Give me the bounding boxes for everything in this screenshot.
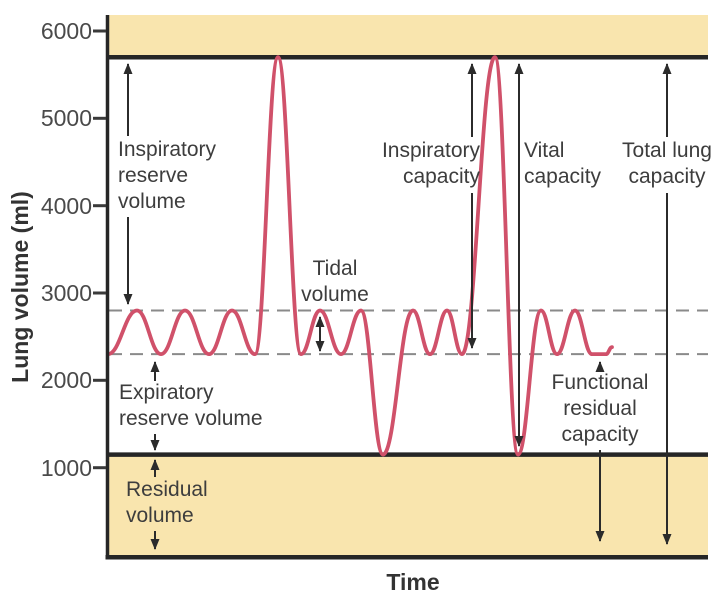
rv-label: Residual volume	[126, 478, 208, 527]
y-tick-label-4000: 4000	[40, 193, 92, 219]
arrow-layer	[123, 63, 672, 550]
y-axis-title: Lung volume (ml)	[7, 191, 33, 383]
vc-label: Vital capacity	[524, 139, 602, 188]
plot-area	[106, 15, 708, 555]
y-tick-label-3000: 3000	[40, 280, 92, 306]
tidal-label: Tidal volume	[301, 257, 369, 306]
y-tick-label-6000: 6000	[40, 18, 92, 44]
y-tick-label-5000: 5000	[40, 105, 92, 131]
shaded-band	[108, 454, 708, 555]
frc-label: Functional residual capacity	[551, 371, 649, 446]
ic-label: Inspiratory capacity	[381, 139, 480, 188]
y-tick-label-2000: 2000	[40, 367, 92, 393]
shaded-band	[108, 15, 708, 58]
erv-label: Expiratory reserve volume	[119, 381, 263, 430]
spirogram-curve	[106, 55, 614, 457]
x-axis-title: Time	[386, 569, 440, 595]
irv-label: Inspiratory reserve volume	[118, 138, 217, 213]
y-tick-label-1000: 1000	[40, 455, 92, 481]
tlc-label: Total lung capacity	[622, 139, 712, 188]
axis-layer	[93, 15, 708, 560]
